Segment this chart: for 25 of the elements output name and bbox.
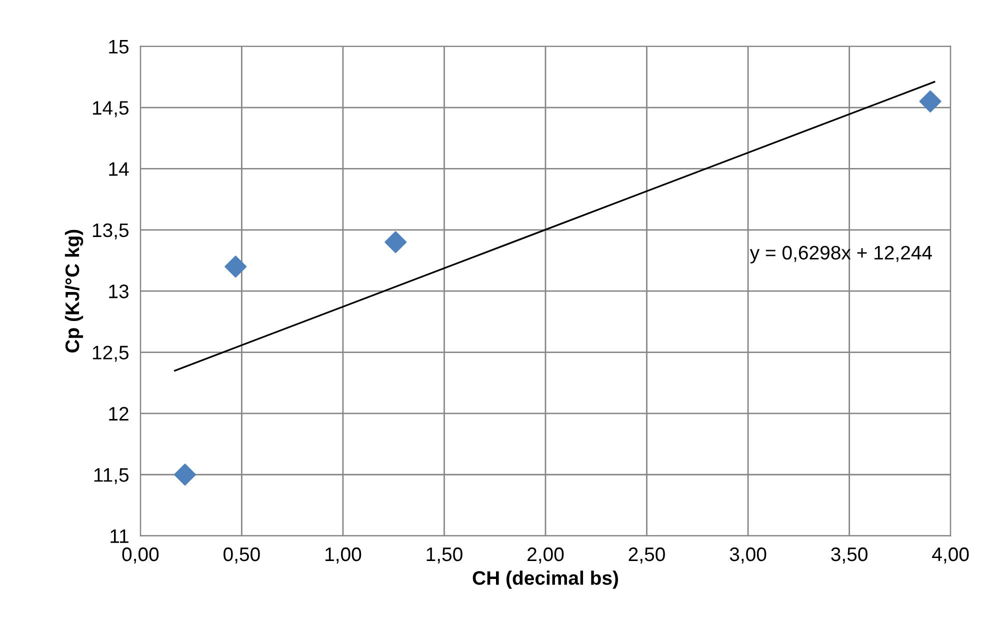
x-tick-label: 4,00 [932,547,969,564]
y-tick-label: 13,5 [92,223,129,240]
x-tick-label: 1,00 [326,547,362,564]
point [384,231,407,254]
x-tick-label: 1,50 [426,547,462,564]
point [919,90,942,112]
x-tick-label: 2,00 [528,547,564,564]
y-tick-label: 14 [109,162,129,176]
y-tick-label: 15 [109,40,128,54]
y-tick-label: 13 [109,284,128,298]
y-tick-label: 12 [109,406,128,420]
x-tick-label: 3,00 [730,547,766,564]
x-tick-label: 0,00 [122,547,159,564]
x-tick-label: 0,50 [224,547,260,564]
y-tick-label: 11 [110,529,128,543]
y-tick-label: 14,5 [92,101,129,118]
x-axis-title: CH (decimal bs) [472,570,618,589]
point [174,464,196,486]
y-axis-title: Cp (KJ/°C kg) [64,230,84,352]
x-tick-label: 2,50 [628,547,665,564]
x-tick-label: 3,50 [831,547,868,564]
y-tick-label: 11,5 [94,468,129,484]
annotation: y = 0,6298x + 12,244 [750,246,932,264]
y-tick-label: 12,5 [92,346,129,362]
point [224,256,247,278]
